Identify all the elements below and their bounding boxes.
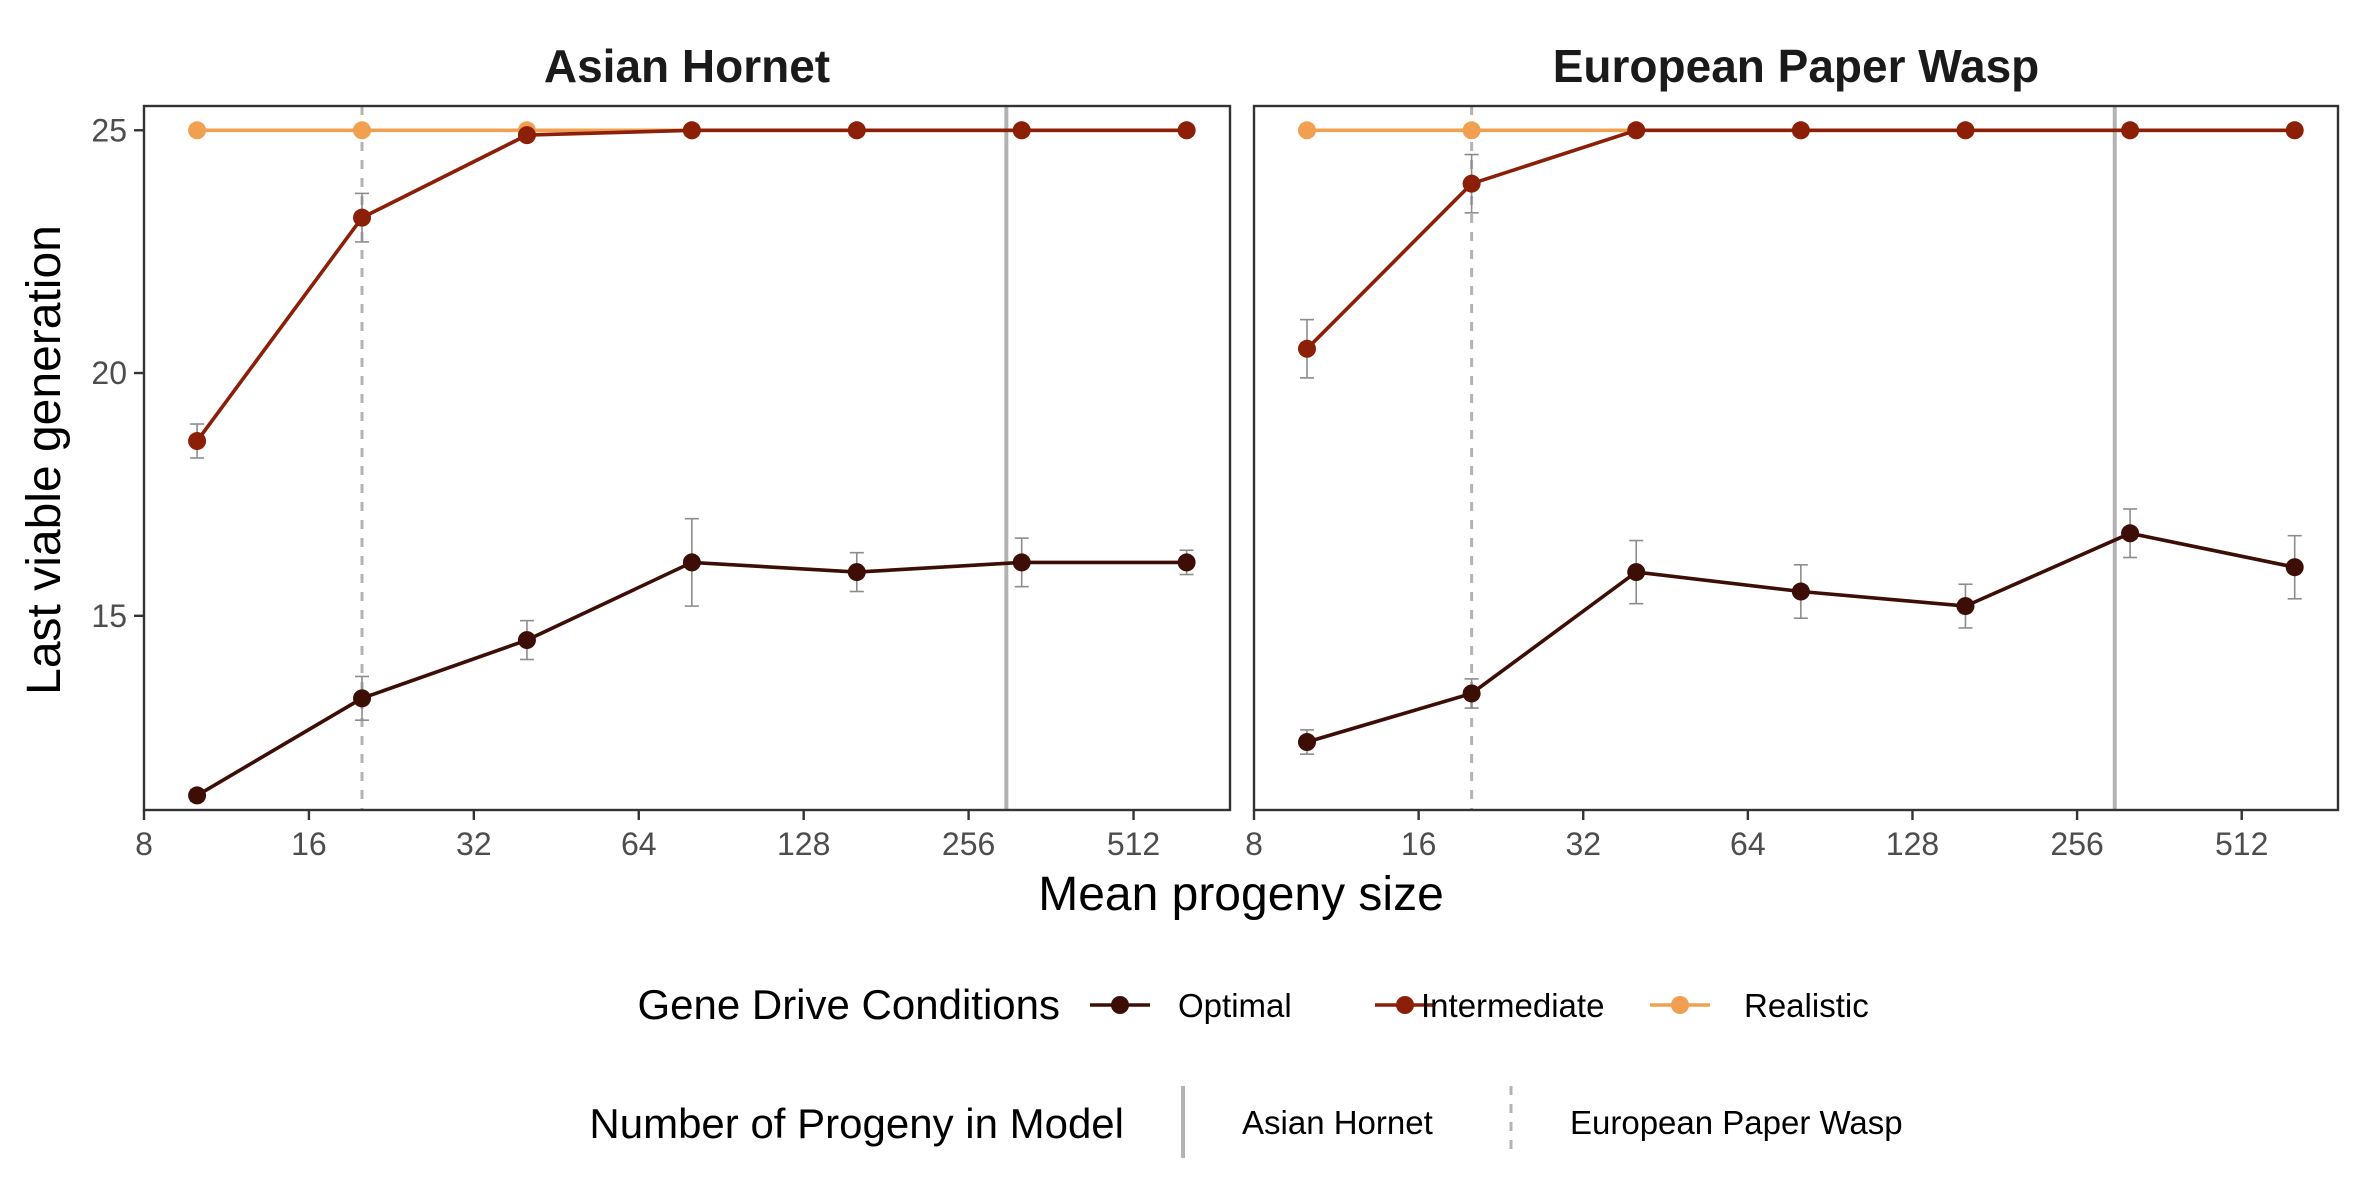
legend-key-point (1111, 996, 1129, 1014)
x-tick-label: 64 (1730, 826, 1766, 862)
series-line (1305, 128, 2295, 351)
data-point (1956, 597, 1975, 616)
legend-title-progeny: Number of Progeny in Model (589, 1100, 1124, 1147)
data-point (847, 121, 866, 140)
data-point (1177, 121, 1196, 140)
legend-label: Realistic (1744, 987, 1869, 1024)
x-tick-label: 256 (942, 826, 995, 862)
x-tick-label: 16 (1401, 826, 1437, 862)
panel-title: European Paper Wasp (1553, 40, 2040, 92)
y-tick-label: 20 (91, 355, 127, 391)
panel-border (142, 104, 1232, 812)
legend-title-conditions: Gene Drive Conditions (637, 981, 1060, 1028)
series-intermediate (1297, 121, 2304, 379)
data-point (1012, 553, 1031, 572)
x-tick-label: 256 (2050, 826, 2103, 862)
series-intermediate (188, 121, 1196, 459)
panel-european-paper-wasp: European Paper Wasp 8 16 32 64 128 256 512 (1245, 40, 2340, 862)
legend-label: Intermediate (1421, 987, 1604, 1024)
data-point (1956, 121, 1975, 140)
data-point (1791, 582, 1810, 601)
legend-progeny-in-model: Number of Progeny in Model Asian Hornet E… (589, 1086, 1903, 1158)
legend-label: Optimal (1178, 987, 1292, 1024)
data-point (1177, 553, 1196, 572)
x-tick-label: 8 (135, 826, 153, 862)
x-tick-label: 512 (2215, 826, 2268, 862)
legend-key-point (1671, 996, 1689, 1014)
data-point (847, 563, 866, 582)
x-axis-title: Mean progeny size (1038, 868, 1444, 921)
data-point (1791, 121, 1810, 140)
data-point (1297, 733, 1316, 752)
data-point (353, 208, 372, 227)
legend-key-point (1396, 996, 1414, 1014)
y-tick-label: 25 (91, 112, 127, 148)
data-point (2285, 121, 2304, 140)
data-point (1297, 121, 1316, 140)
series-optimal (188, 517, 1196, 805)
data-point (188, 786, 207, 805)
data-point (1462, 684, 1481, 703)
data-point (517, 631, 536, 650)
series-line (195, 128, 1187, 443)
x-tick-label: 16 (291, 826, 327, 862)
legend-key-realistic (1650, 996, 1710, 1014)
x-tick-label: 32 (1565, 826, 1601, 862)
x-tick-label: 8 (1245, 826, 1263, 862)
data-point (1462, 174, 1481, 193)
legend-label: European Paper Wasp (1570, 1104, 1903, 1141)
x-tick-label: 128 (777, 826, 830, 862)
data-point (188, 121, 207, 140)
y-tick-label: 15 (91, 598, 127, 634)
data-point (682, 553, 701, 572)
data-point (2121, 524, 2140, 543)
data-point (517, 126, 536, 145)
legend-gene-drive-conditions: Gene Drive Conditions Optimal Intermediat… (637, 981, 1868, 1028)
panels-layer: Asian Hornet 8 16 32 64 128 256 512 15 20 25 Europe… (91, 40, 2340, 862)
x-tick-label: 512 (1107, 826, 1160, 862)
y-axis-title: Last viable generation (18, 225, 71, 695)
data-point (353, 689, 372, 708)
data-point (2121, 121, 2140, 140)
data-point (188, 432, 207, 451)
data-point (1462, 121, 1481, 140)
x-tick-label: 32 (456, 826, 492, 862)
data-point (682, 121, 701, 140)
data-point (353, 121, 372, 140)
panel-asian-hornet: Asian Hornet 8 16 32 64 128 256 512 15 20 25 (91, 40, 1232, 862)
legend-label: Asian Hornet (1242, 1104, 1433, 1141)
legend-key-intermediate (1375, 996, 1435, 1014)
series-optimal (1297, 508, 2304, 755)
x-tick-label: 128 (1886, 826, 1939, 862)
panel-title: Asian Hornet (544, 40, 830, 92)
x-tick-label: 64 (621, 826, 657, 862)
panel-border (1252, 104, 2340, 812)
legend-key-optimal (1090, 996, 1150, 1014)
data-point (1627, 563, 1646, 582)
data-point (1297, 339, 1316, 358)
data-point (1627, 121, 1646, 140)
data-point (1012, 121, 1031, 140)
data-point (2285, 558, 2304, 577)
